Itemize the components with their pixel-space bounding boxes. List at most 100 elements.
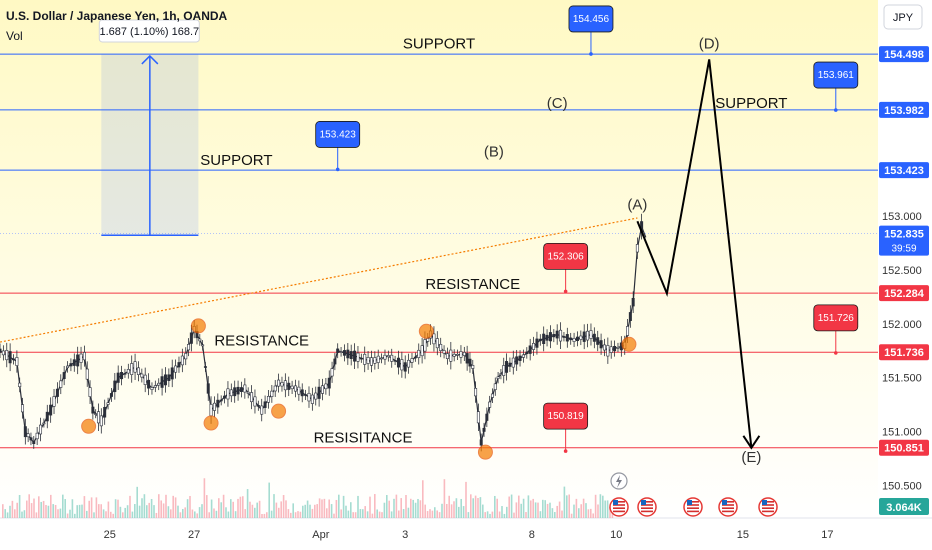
candle-body [482,427,486,432]
callout-anchor [833,351,838,355]
volume-bar [479,497,482,518]
candle-body [586,330,590,341]
candle-body [528,345,532,354]
candle-body [532,342,536,350]
candle-body [628,312,632,321]
volume-bar [237,498,239,518]
volume-bar [66,513,69,518]
candle-body [317,386,321,399]
zone-label: RESISTANCE [425,276,520,293]
volume-bar [491,511,494,518]
candle-body [320,385,324,394]
candle-body [369,357,373,366]
volume-bar [340,509,342,518]
volume-bar [431,510,434,518]
currency-button-label[interactable]: JPY [893,12,914,24]
candle-body [420,345,424,357]
volume-bar [126,505,129,518]
volume-bar [35,512,38,518]
event-markers[interactable] [609,472,778,517]
currency-button[interactable]: JPY [883,4,923,30]
candle-body [96,411,100,424]
candle-body [465,353,469,364]
candle-body [449,349,453,362]
flag-stripe [722,504,734,506]
candle-body [445,353,449,359]
flash-event-icon[interactable] [610,472,628,490]
volume-bar [182,508,184,518]
wave-label: (C) [547,95,568,112]
volume-bar [42,500,45,518]
volume-bar [16,502,18,518]
volume-bar [14,509,16,518]
volume-bar [426,511,429,518]
candle-body [113,380,117,393]
measure-tool[interactable]: 1.687 (1.10%) 168.7 [98,19,200,237]
volume-bar [462,506,465,518]
volume-bar [558,501,561,518]
volume-bar [105,511,107,518]
volume-bar [602,495,604,518]
volume-bar [122,512,124,518]
volume-bar [213,508,215,518]
volume-bar [230,499,232,518]
volume-bar [232,501,234,518]
y-tick-label: 151.000 [882,427,922,439]
price-tags: 154.498 153.982 153.423 152.835 39:59 152.284… [879,46,929,515]
flag-canton [722,500,727,505]
candle-body [59,380,63,388]
candle-body [260,405,264,415]
volume-bar [304,504,306,518]
volume-bar [544,500,546,518]
candle-body [626,326,630,336]
volume-bar [143,494,146,518]
candle-body [579,335,583,340]
candle-body [390,354,394,362]
y-tick-label: 153.000 [882,211,922,223]
candle-body [21,404,25,413]
volume-bar [21,511,23,518]
us-flag-event-icon[interactable] [718,497,738,517]
candle-body [236,386,240,395]
price-tag [879,162,929,179]
currency-button-box[interactable] [883,4,923,30]
candle-body [589,330,593,339]
candle-body [109,393,113,397]
callout-box [568,5,614,33]
candle-body [423,339,427,352]
flag-stripe [687,504,699,506]
volume-bar [352,512,354,518]
us-flag-event-icon[interactable] [609,497,629,517]
volume-bar [446,503,448,518]
volume-label: Vol [6,29,23,43]
us-flag-event-icon[interactable] [758,497,778,517]
volume-bar [513,512,515,518]
candle-body [373,357,377,364]
volume-bar [254,507,256,518]
volume-bar [578,508,580,518]
flag-stripe [641,501,653,503]
volume-bar [86,510,88,518]
candle-body [23,426,27,438]
wave-arrow-head [742,435,761,450]
volume-layer [2,478,614,518]
volume-bar [542,499,544,518]
volume-bar [23,510,26,518]
highlight-point [190,318,206,334]
volume-bar [599,494,602,518]
candle-body [635,244,639,253]
x-tick-label: 10 [610,529,622,541]
candle-body [103,406,107,418]
volume-bar [280,501,282,518]
volume-bar [112,513,114,518]
us-flag-event-icon[interactable] [683,497,703,517]
us-flag-event-icon[interactable] [637,497,657,517]
candle-body [339,351,343,353]
volume-bar [482,504,484,518]
volume-bar [357,495,359,518]
volume-bar [566,495,568,518]
candle-body [599,340,603,349]
candle-body [79,353,83,363]
candle-body [562,336,566,338]
